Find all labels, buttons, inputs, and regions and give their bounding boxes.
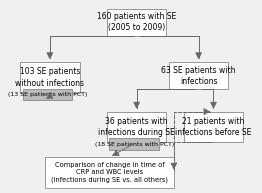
- Text: 160 patients with SE
(2005 to 2009): 160 patients with SE (2005 to 2009): [97, 12, 176, 32]
- FancyBboxPatch shape: [107, 112, 166, 142]
- Text: Comparison of change in time of
CRP and WBC levels
(infections during SE vs. all: Comparison of change in time of CRP and …: [51, 162, 168, 183]
- Text: 103 SE patients
without infections: 103 SE patients without infections: [15, 67, 84, 88]
- Text: 36 patients with
infections during SE: 36 patients with infections during SE: [98, 117, 175, 137]
- Text: (13 SE patients with PCT): (13 SE patients with PCT): [8, 92, 87, 97]
- Text: (18 SE patients with PCT): (18 SE patients with PCT): [95, 141, 174, 146]
- Text: 63 SE patients with
infections: 63 SE patients with infections: [161, 66, 236, 86]
- FancyBboxPatch shape: [20, 62, 80, 93]
- FancyBboxPatch shape: [23, 89, 72, 100]
- FancyBboxPatch shape: [184, 112, 243, 142]
- FancyBboxPatch shape: [107, 9, 166, 36]
- FancyBboxPatch shape: [45, 157, 174, 188]
- Text: 21 patients with
infections before SE: 21 patients with infections before SE: [175, 117, 252, 137]
- FancyBboxPatch shape: [169, 62, 228, 89]
- FancyBboxPatch shape: [109, 138, 159, 150]
